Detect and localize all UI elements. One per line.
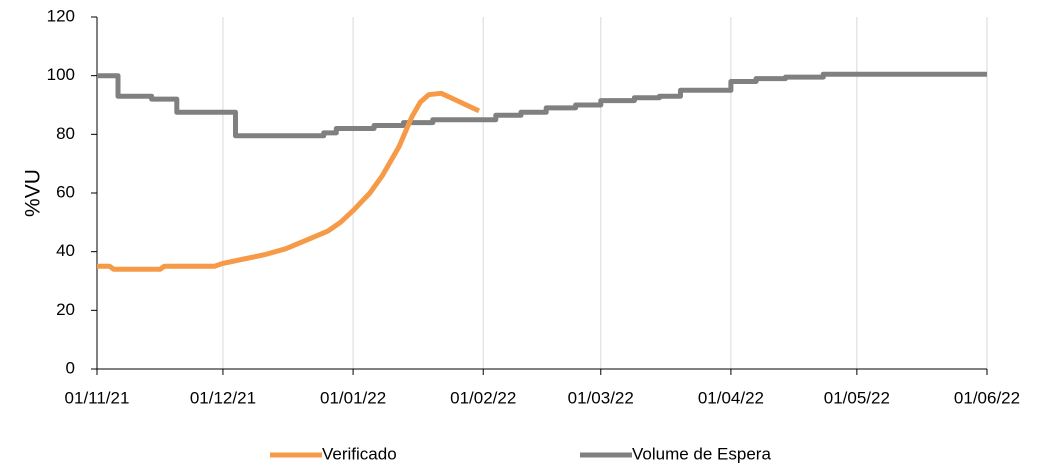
x-tick-label: 01/04/22 bbox=[698, 388, 764, 407]
series-line bbox=[97, 71, 987, 139]
legend-label: Volume de Espera bbox=[632, 444, 771, 463]
x-tick-label: 01/06/22 bbox=[954, 388, 1020, 407]
x-tick-label: 01/02/22 bbox=[450, 388, 516, 407]
x-tick-label: 01/01/22 bbox=[320, 388, 386, 407]
y-tick-label: 0 bbox=[66, 358, 75, 377]
y-tick-label: 20 bbox=[56, 300, 75, 319]
legend-label: Verificado bbox=[322, 444, 397, 463]
y-tick-label: 40 bbox=[56, 241, 75, 260]
x-tick-label: 01/03/22 bbox=[568, 388, 634, 407]
y-tick-label: 100 bbox=[47, 65, 75, 84]
y-axis-label: %VU bbox=[22, 169, 45, 217]
y-tick-label: 120 bbox=[47, 6, 75, 25]
x-tick-label: 01/11/21 bbox=[65, 388, 130, 407]
y-tick-label: 80 bbox=[56, 124, 75, 143]
series-line bbox=[97, 90, 481, 272]
y-tick-label: 60 bbox=[56, 182, 75, 201]
x-tick-label: 01/12/21 bbox=[190, 388, 256, 407]
x-tick-label: 01/05/22 bbox=[824, 388, 890, 407]
